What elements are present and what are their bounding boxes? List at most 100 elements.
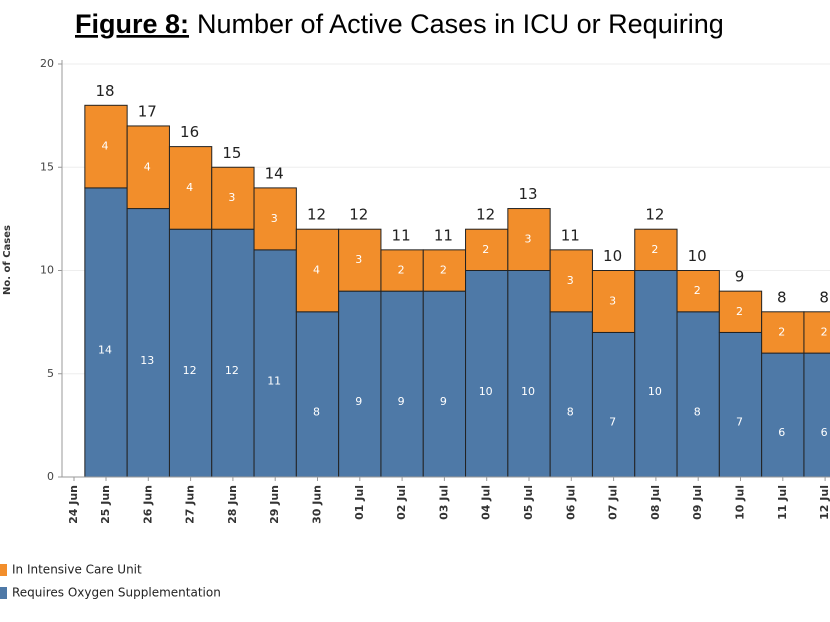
segment-label: 12 [183, 364, 197, 377]
bar-segment [422, 249, 467, 292]
segment-label: 2 [694, 284, 701, 297]
segment-label: 13 [140, 354, 154, 367]
bar-segment [253, 249, 297, 478]
bar-segment [507, 270, 551, 478]
total-label: 12 [349, 206, 368, 224]
bar-segment [338, 228, 382, 292]
segment-label: 8 [313, 405, 320, 418]
segment-label: 2 [651, 243, 658, 256]
x-tick-label: 09 Jul [691, 485, 704, 520]
segment-label: 3 [609, 294, 616, 307]
total-label: 17 [138, 102, 157, 120]
total-label: 11 [561, 226, 580, 244]
segment-label: 10 [648, 385, 662, 398]
segment-label: 7 [736, 416, 743, 429]
bar-segment [168, 146, 213, 230]
x-tick-label: 05 Jul [522, 485, 535, 520]
segment-label: 2 [736, 305, 743, 318]
segment-label: 6 [778, 426, 785, 439]
total-label: 12 [645, 206, 664, 224]
segment-label: 12 [225, 364, 239, 377]
legend-swatch [0, 587, 7, 599]
bar-segment [126, 208, 170, 478]
total-label: 9 [735, 268, 745, 286]
x-tick-label: 28 Jun [226, 485, 239, 524]
bar-segment [803, 352, 830, 478]
bar-segment [84, 187, 128, 478]
segment-label: 3 [567, 274, 574, 287]
segment-label: 3 [271, 212, 278, 225]
x-tick-label: 08 Jul [649, 485, 662, 520]
x-tick-label: 03 Jul [437, 485, 450, 520]
segment-label: 3 [355, 253, 362, 266]
total-label: 15 [222, 144, 241, 162]
bar-segment [211, 228, 255, 478]
segment-label: 10 [521, 385, 535, 398]
x-tick-label: 01 Jul [353, 485, 366, 520]
bar-segment [465, 228, 509, 271]
bar-segment [295, 228, 340, 313]
chart-title: Figure 8: Number of Active Cases in ICU o… [75, 9, 724, 39]
x-tick-label: 10 Jul [734, 485, 747, 520]
segment-label: 9 [440, 395, 447, 408]
y-tick-label: 10 [40, 264, 54, 277]
bar-segment [549, 311, 593, 478]
bar-segment [338, 290, 382, 478]
segment-label: 14 [98, 343, 112, 356]
segment-label: 2 [778, 325, 785, 338]
segment-label: 2 [482, 243, 489, 256]
total-label: 8 [777, 288, 787, 306]
segment-label: 2 [398, 264, 405, 277]
bar-segment [295, 311, 340, 478]
total-label: 12 [307, 206, 326, 224]
total-label: 11 [434, 226, 453, 244]
segment-label: 11 [267, 374, 281, 387]
x-tick-label: 04 Jul [480, 485, 493, 520]
segment-label: 3 [525, 233, 532, 246]
x-tick-label: 11 Jul [776, 485, 789, 520]
y-axis-label: No. of Cases [2, 225, 13, 295]
bar-segment [761, 311, 805, 354]
y-tick-label: 20 [40, 57, 54, 70]
bar-segment [422, 290, 467, 478]
total-label: 16 [180, 123, 199, 141]
segment-label: 6 [821, 426, 828, 439]
segment-label: 4 [186, 181, 193, 194]
bar-segment [507, 208, 551, 272]
x-tick-label: 24 Jun [67, 485, 80, 524]
x-tick-label: 29 Jun [268, 485, 281, 524]
segment-label: 8 [567, 405, 574, 418]
segment-label: 8 [694, 405, 701, 418]
bar-segment [718, 290, 763, 333]
bar-segment [84, 104, 128, 189]
segment-label: 2 [821, 325, 828, 338]
bar-segment [168, 228, 213, 478]
total-label: 13 [518, 185, 537, 203]
legend-swatch [0, 564, 7, 576]
bar-segment [380, 249, 424, 292]
x-tick-label: 26 Jun [141, 485, 154, 524]
segment-label: 3 [228, 191, 235, 204]
y-tick-label: 15 [40, 160, 54, 173]
bar-segment [549, 249, 593, 313]
bar-segment [761, 352, 805, 478]
bar-segment [634, 228, 678, 271]
bar-segment [253, 187, 297, 251]
segment-label: 4 [313, 264, 320, 277]
bar-segment [591, 331, 636, 478]
bar-segment [676, 270, 720, 313]
segment-label: 10 [479, 385, 493, 398]
bar-segment [634, 270, 678, 478]
y-tick-label: 0 [47, 470, 54, 483]
total-label: 14 [265, 164, 284, 182]
segment-label: 9 [355, 395, 362, 408]
segment-label: 4 [102, 140, 109, 153]
legend-label: In Intensive Care Unit [12, 563, 142, 577]
bar-segment [718, 331, 763, 478]
x-tick-label: 02 Jul [395, 485, 408, 520]
bar-segment [676, 311, 720, 478]
bar-segment [465, 270, 509, 478]
segment-label: 2 [440, 264, 447, 277]
y-tick-label: 5 [47, 367, 54, 380]
